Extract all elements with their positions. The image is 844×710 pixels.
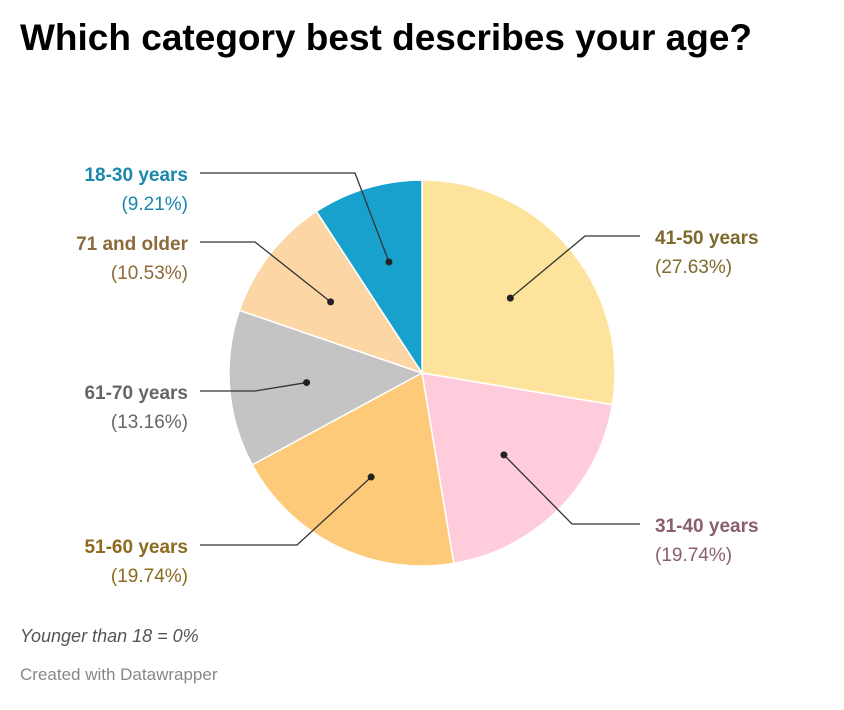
slice-percent-61-70-years: (13.16%) <box>111 412 188 433</box>
pie-slice-51-60-years <box>251 371 455 567</box>
leader-dot-41-50-years <box>506 294 514 302</box>
leader-line-61-70-years <box>200 381 307 392</box>
slice-label-41-50-years: 41-50 years <box>655 228 759 249</box>
leader-dot-71-and-older <box>327 298 335 306</box>
chart-title: Which category best describes your age? <box>20 17 752 58</box>
slice-labels: 41-50 years (27.63%) 31-40 years (19.74%) 51… <box>76 165 758 587</box>
leader-line-51-60-years <box>200 476 372 546</box>
pie-slice-18-30-years <box>315 179 423 376</box>
pie-slice-61-70-years <box>228 309 424 466</box>
chart-note: Younger than 18 = 0% <box>20 626 199 646</box>
slice-percent-71-and-older: (10.53%) <box>111 263 188 284</box>
leader-line-71-and-older <box>200 241 332 303</box>
slice-percent-18-30-years: (9.21%) <box>121 194 188 215</box>
leader-line-18-30-years <box>200 172 390 263</box>
slice-label-18-30-years: 18-30 years <box>84 165 188 186</box>
slice-percent-31-40-years: (19.74%) <box>655 545 732 566</box>
leader-dot-18-30-years <box>385 258 393 266</box>
slice-percent-41-50-years: (27.63%) <box>655 257 732 278</box>
leader-dot-61-70-years <box>303 379 311 387</box>
slice-label-31-40-years: 31-40 years <box>655 516 759 537</box>
leader-dot-51-60-years <box>367 473 375 481</box>
leader-line-41-50-years <box>509 235 640 299</box>
leader-line-31-40-years <box>503 454 640 525</box>
slice-label-71-and-older: 71 and older <box>76 234 189 255</box>
slice-label-61-70-years: 61-70 years <box>84 383 188 404</box>
pie-chart: 41-50 years (27.63%) 31-40 years (19.74%) 51… <box>76 165 758 587</box>
leader-dot-31-40-years <box>500 451 508 459</box>
pie-slice-41-50-years <box>421 179 616 406</box>
slice-percent-51-60-years: (19.74%) <box>111 566 188 587</box>
slice-label-51-60-years: 51-60 years <box>84 537 188 558</box>
chart-credit: Created with Datawrapper <box>20 665 218 684</box>
